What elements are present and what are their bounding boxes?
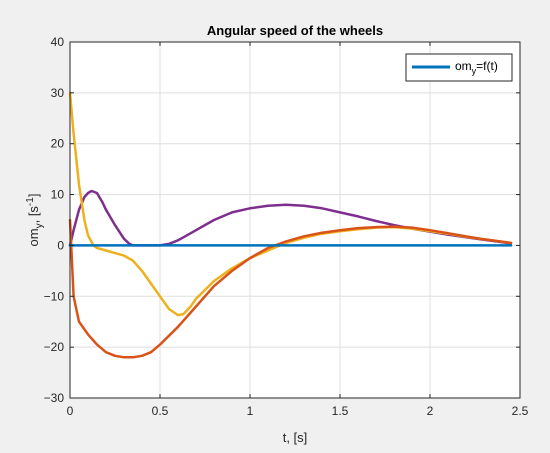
x-tick-label: 0 — [67, 404, 74, 418]
legend-entry-rest: =f(t) — [476, 59, 498, 73]
y-tick-label: 10 — [51, 188, 65, 202]
x-tick-label: 2.5 — [512, 404, 529, 418]
y-axis-label-base: om — [26, 228, 41, 246]
y-axis-label-sup: -1 — [25, 197, 36, 206]
plot-area — [70, 42, 520, 398]
legend: omy=f(t) — [405, 53, 513, 82]
y-tick-label: −10 — [44, 289, 65, 303]
legend-entry-sub: y — [472, 66, 477, 76]
y-axis-label-mid: , [s — [26, 206, 41, 224]
ticks: 0 0.5 1 1.5 2 2.5 −30 −20 −10 0 10 20 30 40 — [44, 35, 529, 418]
chart-title: Angular speed of the wheels — [207, 23, 383, 38]
y-axis-label-end: ] — [26, 194, 41, 198]
y-tick-label: 30 — [51, 86, 65, 100]
x-tick-label: 1.5 — [332, 404, 349, 418]
series-line-2 — [68, 218, 513, 359]
series-lines — [68, 91, 513, 359]
series-line-4 — [68, 189, 513, 247]
x-tick-label: 2 — [427, 404, 434, 418]
y-tick-label: 20 — [51, 137, 65, 151]
y-tick-label: 40 — [51, 35, 65, 49]
y-axis-label: omy, [s-1] — [25, 194, 45, 247]
x-axis-label: t, [s] — [283, 430, 308, 445]
y-tick-label: −20 — [44, 340, 65, 354]
legend-entry: omy=f(t) — [455, 59, 498, 76]
x-tick-label: 0.5 — [152, 404, 169, 418]
x-tick-label: 1 — [247, 404, 254, 418]
axes-box — [69, 41, 521, 399]
y-tick-label: −30 — [44, 391, 65, 405]
y-axis-label-sub: y — [34, 223, 45, 228]
y-tick-label: 0 — [57, 238, 64, 252]
legend-entry-base: om — [455, 59, 472, 73]
